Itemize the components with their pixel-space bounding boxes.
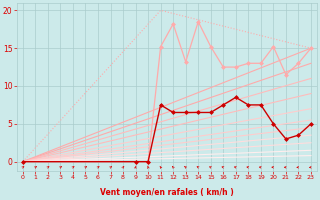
X-axis label: Vent moyen/en rafales ( km/h ): Vent moyen/en rafales ( km/h ) [100, 188, 234, 197]
